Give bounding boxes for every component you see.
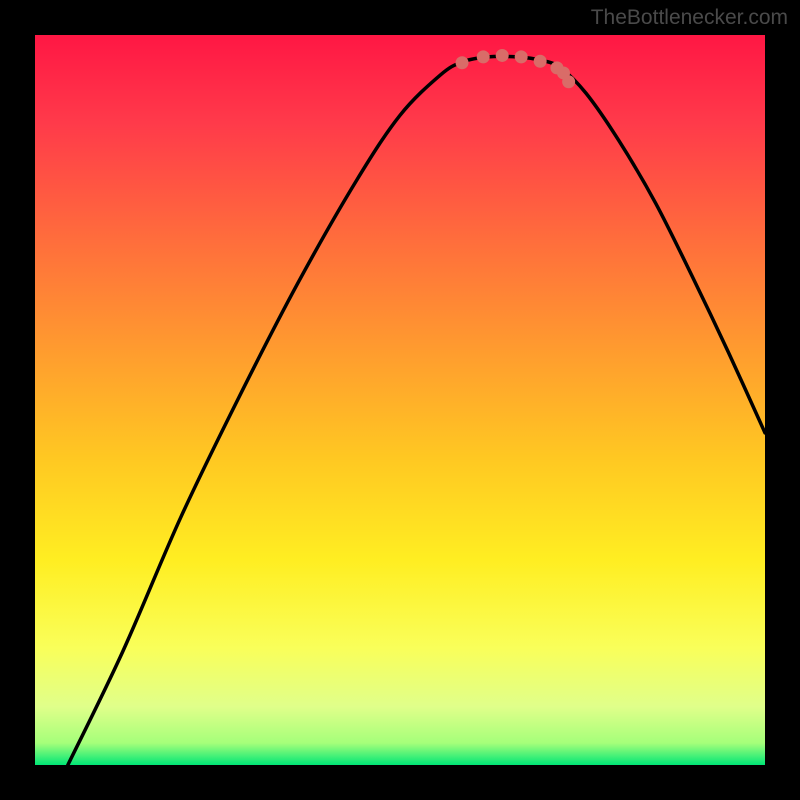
- bottleneck-curve: [35, 35, 765, 765]
- highlight-dot: [496, 49, 509, 62]
- highlight-dot: [515, 50, 528, 63]
- highlight-dot: [456, 56, 469, 69]
- highlight-dot: [534, 55, 547, 68]
- highlight-dot: [477, 50, 490, 63]
- watermark-text: TheBottlenecker.com: [591, 6, 788, 30]
- highlight-dot: [562, 75, 575, 88]
- chart-container: [35, 35, 765, 765]
